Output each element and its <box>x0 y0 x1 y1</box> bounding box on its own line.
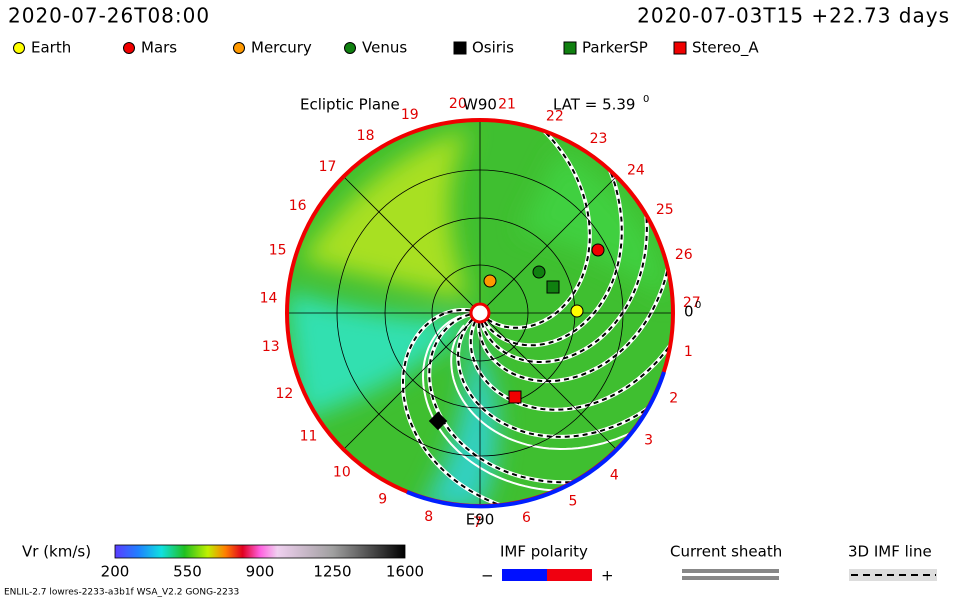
imf-negative <box>502 569 547 581</box>
legend-label: Venus <box>362 39 407 57</box>
zero-label: 0 <box>684 303 694 321</box>
longitude-label: 18 <box>357 128 375 144</box>
longitude-label: 23 <box>590 131 608 147</box>
longitude-label: 13 <box>262 339 280 355</box>
longitude-label: 12 <box>275 386 293 402</box>
longitude-label: 3 <box>644 432 653 448</box>
legend-label: Mars <box>141 39 177 57</box>
lat-unit: 0 <box>643 94 649 105</box>
colorbar-ticks: 200 550 900 1250 1600 <box>101 563 424 581</box>
longitude-label: 1 <box>684 344 693 360</box>
longitude-label: 22 <box>546 109 564 125</box>
longitude-label: 7 <box>473 515 482 531</box>
imf-line <box>477 181 673 383</box>
legend-marker <box>233 42 245 54</box>
longitude-label: 2 <box>669 390 678 406</box>
colorbar-tick-label: 900 <box>246 563 275 581</box>
imf-line <box>483 120 623 347</box>
longitude-label: 24 <box>627 163 645 179</box>
longitude-label: 10 <box>333 464 351 480</box>
e90-label: E90 <box>466 511 495 529</box>
legend-label: Earth <box>31 39 71 57</box>
longitude-label: 11 <box>300 428 318 444</box>
sheath-sample <box>682 569 779 573</box>
longitude-label: 14 <box>260 290 278 306</box>
legend-marker <box>344 42 356 54</box>
sheath-label: Current sheath <box>670 543 782 561</box>
longitude-label: 9 <box>378 492 387 508</box>
osiris <box>428 411 448 431</box>
longitude-label: 16 <box>289 198 307 214</box>
mars <box>591 243 605 257</box>
colorbar-tick-label: 550 <box>173 563 202 581</box>
velocity-disk <box>287 120 673 506</box>
longitude-label: 27 <box>683 295 701 311</box>
longitude-label: 19 <box>401 107 419 123</box>
stereo-a <box>508 390 522 404</box>
legend-label: ParkerSP <box>582 39 648 57</box>
legend-marker <box>453 41 467 55</box>
zero-unit: 0 <box>695 300 701 311</box>
imf-line <box>487 120 591 329</box>
run-time: 2020-07-26T08:00 <box>8 4 210 28</box>
sheath-sample <box>682 576 779 580</box>
colorbar-tick-label: 200 <box>101 563 130 581</box>
footer: ENLIL-2.7 lowres-2233-a3b1f WSA_V2.2 GON… <box>4 588 239 598</box>
earth <box>570 304 584 318</box>
imf-line <box>457 318 660 438</box>
legend-label: Osiris <box>472 39 514 57</box>
rim-negative <box>406 371 666 509</box>
legend: Earth Mars Mercury Venus Osiris ParkerSP Stere… <box>13 39 759 58</box>
colorbar-tick-label: 1250 <box>313 563 351 581</box>
venus <box>532 265 546 279</box>
imf-line <box>469 287 673 411</box>
longitude-label: 5 <box>568 494 577 510</box>
imf-minus: − <box>481 567 494 585</box>
longitude-label: 20 <box>449 96 467 112</box>
imf-plus: + <box>601 567 614 585</box>
legend-marker <box>673 41 687 55</box>
frame-time: 2020-07-03T15 +22.73 days <box>637 4 950 28</box>
longitude-label: 17 <box>319 159 337 175</box>
longitude-label: 25 <box>656 202 674 218</box>
colorbar <box>114 544 406 559</box>
sun <box>469 302 491 324</box>
mercury <box>483 274 497 288</box>
longitude-label: 6 <box>522 510 531 526</box>
longitude-label: 15 <box>269 242 287 258</box>
imf-label: IMF polarity <box>500 543 588 561</box>
lat-label: LAT = 5.39 <box>553 96 635 114</box>
bodies <box>428 243 605 431</box>
legend-marker <box>563 41 577 55</box>
w90-label: W90 <box>463 96 497 114</box>
longitude-label: 4 <box>610 467 619 483</box>
plot-title: Ecliptic Plane <box>300 96 400 114</box>
parkersp <box>546 280 560 294</box>
colorbar-label: Vr (km/s) <box>22 543 91 561</box>
legend-label: Stereo_A <box>692 39 759 58</box>
legend-marker <box>123 42 135 54</box>
imf-line-label: 3D IMF line <box>848 543 932 561</box>
colorbar-tick-label: 1600 <box>386 563 424 581</box>
longitude-label: 26 <box>675 247 693 263</box>
legend-marker <box>13 42 25 54</box>
imf-line <box>402 309 642 506</box>
longitude-label: 8 <box>424 509 433 525</box>
longitude-label: 21 <box>498 97 516 113</box>
legend-label: Mercury <box>251 39 312 57</box>
imf-positive <box>547 569 592 581</box>
